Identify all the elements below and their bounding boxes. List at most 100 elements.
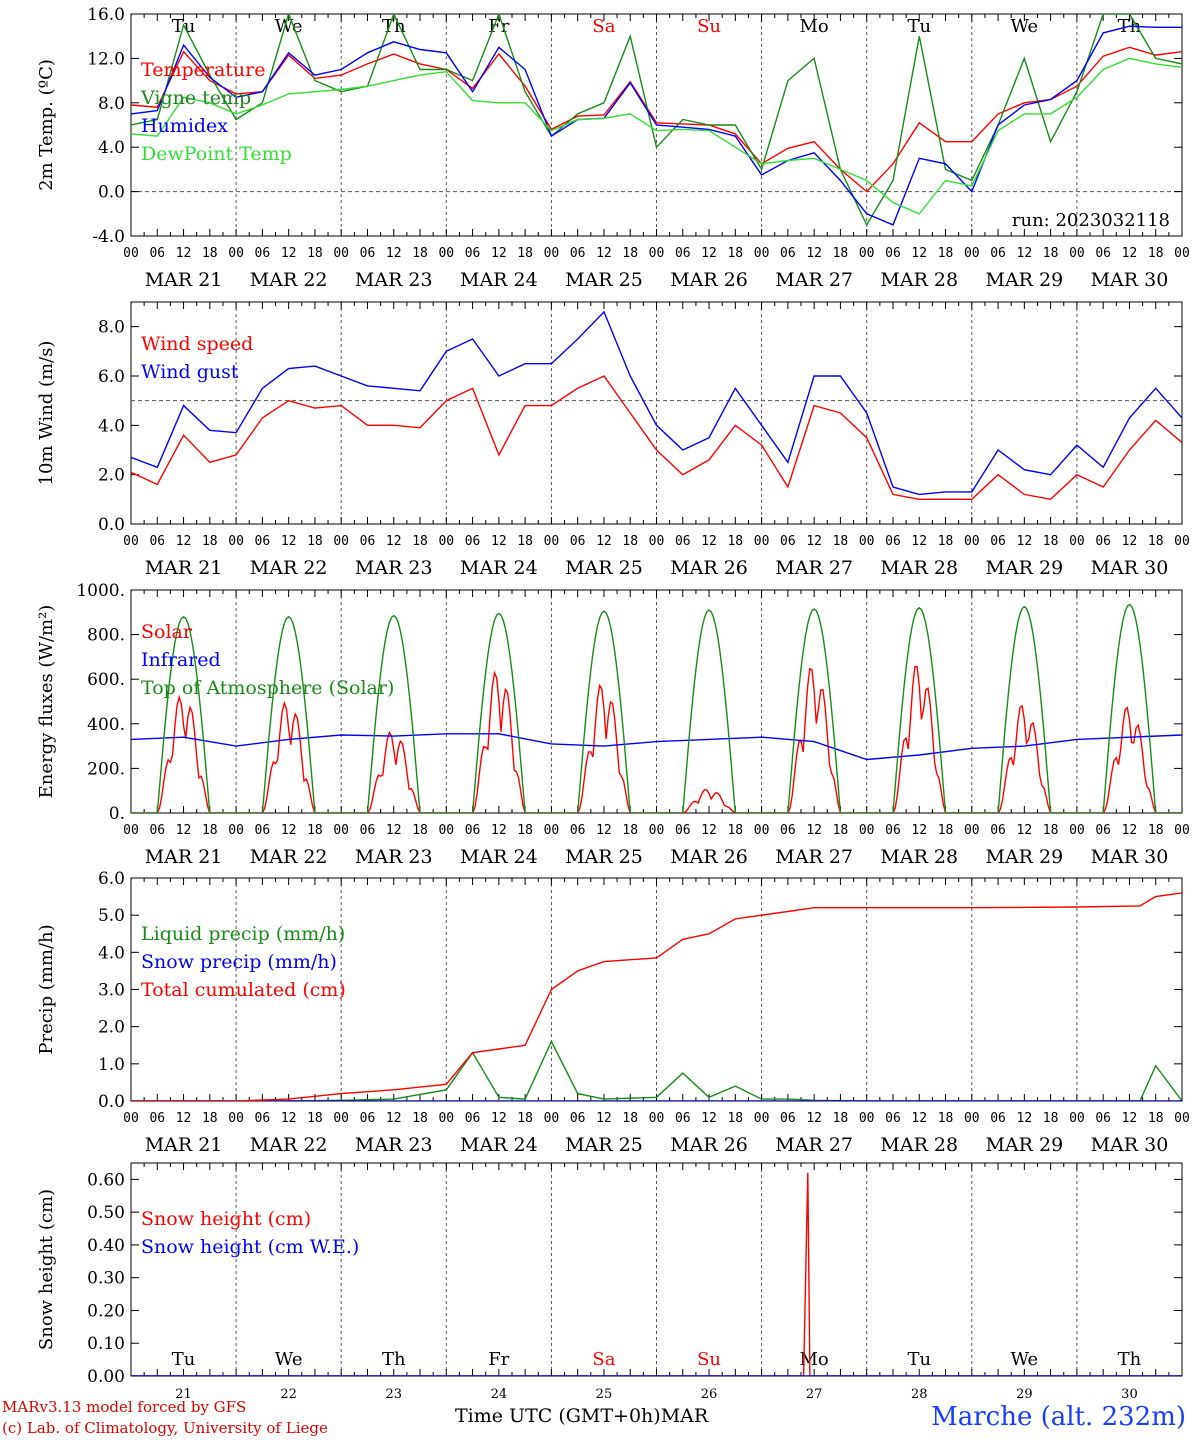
date-label: MAR 28 (880, 1134, 958, 1156)
hour-tick-label: 06 (570, 534, 586, 549)
hour-tick-label: 06 (360, 823, 376, 838)
y-tick-label: 1.0 (98, 1055, 125, 1075)
series-group (131, 14, 1182, 227)
hour-tick-label: 06 (149, 1111, 165, 1126)
hour-tick-label: 18 (1043, 534, 1059, 549)
y-tick-label: 2.0 (98, 1018, 125, 1038)
hour-tick-label: 12 (1017, 534, 1033, 549)
hour-tick-label: 18 (1148, 823, 1164, 838)
legend-entry: Snow precip (mm/h) (141, 951, 337, 973)
hour-tick-label: 00 (1174, 534, 1190, 549)
y-tick-label: 6.0 (98, 367, 125, 387)
hour-tick-label: 00 (438, 534, 454, 549)
hour-tick-label: 12 (596, 823, 612, 838)
date-label: MAR 26 (670, 1134, 748, 1156)
hour-tick-label: 18 (938, 534, 954, 549)
hour-tick-label: 12 (911, 823, 927, 838)
hour-tick-label: 18 (412, 823, 428, 838)
day-name-label: Th (382, 1349, 406, 1370)
date-label: MAR 21 (145, 846, 223, 868)
day-name-label: Th (382, 16, 406, 37)
hour-tick-label: 06 (885, 1111, 901, 1126)
hour-tick-label: 12 (491, 1111, 507, 1126)
y-tick-label: 0.40 (87, 1236, 125, 1256)
hour-tick-label: 12 (176, 246, 192, 261)
hour-tick-label: 18 (1043, 246, 1059, 261)
hour-tick-label: 00 (859, 1111, 875, 1126)
date-label: MAR 22 (250, 846, 328, 868)
date-label: MAR 22 (250, 269, 328, 291)
hour-tick-label: 18 (1148, 246, 1164, 261)
hour-tick-label: 00 (649, 1111, 665, 1126)
day-number-label: 27 (806, 1387, 823, 1402)
y-tick-label: 16.0 (87, 5, 125, 25)
day-number-label: 28 (911, 1387, 928, 1402)
chart-panel-1: -4.0 0.0 4.0 8.0 12.0 16.0 2m Temp. (ºC) 00 06 12… (36, 5, 1190, 291)
day-number-label: 24 (491, 1387, 508, 1402)
legend-entry: Infrared (141, 649, 221, 671)
day-name-label: Su (697, 16, 721, 37)
day-name-label: Sa (592, 16, 615, 37)
date-label: MAR 24 (460, 846, 538, 868)
hour-tick-label: 00 (228, 534, 244, 549)
series-group (131, 1172, 1182, 1376)
date-label: MAR 21 (145, 557, 223, 579)
hour-tick-label: 06 (675, 534, 691, 549)
hour-tick-label: 00 (754, 823, 770, 838)
day-name-label: We (1011, 1349, 1039, 1370)
day-number-label: 29 (1016, 1387, 1033, 1402)
hour-tick-label: 00 (754, 534, 770, 549)
hour-tick-label: 06 (360, 1111, 376, 1126)
date-label: MAR 27 (775, 846, 853, 868)
day-name-label: Tu (907, 16, 931, 37)
legend-entry: Temperature (141, 59, 265, 81)
date-label: MAR 23 (355, 557, 433, 579)
legend-entry: Snow height (cm W.E.) (141, 1236, 359, 1258)
hour-tick-label: 18 (517, 246, 533, 261)
y-tick-label: 200. (87, 759, 125, 779)
hour-tick-label: 00 (1069, 1111, 1085, 1126)
y-tick-label: 12.0 (87, 49, 125, 69)
hour-tick-label: 18 (1148, 1111, 1164, 1126)
hour-tick-label: 18 (622, 1111, 638, 1126)
day-number-label: 26 (701, 1387, 718, 1402)
hour-tick-label: 06 (149, 823, 165, 838)
y-tick-label: 5.0 (98, 906, 125, 926)
hour-tick-label: 18 (307, 1111, 323, 1126)
series-line-snow-height-cm- (131, 1172, 1182, 1376)
day-number-label: 22 (280, 1387, 297, 1402)
date-label: MAR 30 (1091, 846, 1169, 868)
legend-entry: Humidex (141, 115, 228, 137)
hour-tick-label: 00 (544, 1111, 560, 1126)
hour-tick-label: 00 (544, 534, 560, 549)
hour-tick-label: 06 (255, 1111, 271, 1126)
hour-tick-label: 12 (1017, 1111, 1033, 1126)
hour-tick-label: 12 (491, 823, 507, 838)
hour-tick-label: 06 (570, 1111, 586, 1126)
hour-tick-label: 00 (228, 1111, 244, 1126)
hour-tick-label: 00 (1174, 823, 1190, 838)
y-tick-label: 3.0 (98, 981, 125, 1001)
hour-tick-label: 00 (544, 823, 560, 838)
plot-frame (130, 589, 1183, 814)
hour-tick-label: 06 (465, 1111, 481, 1126)
hour-tick-label: 12 (491, 534, 507, 549)
day-number-label: 25 (596, 1387, 613, 1402)
hour-tick-label: 12 (596, 534, 612, 549)
hour-tick-label: 18 (622, 246, 638, 261)
hour-tick-label: 18 (622, 823, 638, 838)
day-name-label: Su (697, 1349, 721, 1370)
hour-tick-label: 00 (859, 823, 875, 838)
hour-tick-label: 18 (833, 534, 849, 549)
date-label: MAR 28 (880, 557, 958, 579)
hour-tick-label: 06 (149, 246, 165, 261)
date-label: MAR 25 (565, 557, 643, 579)
date-label: MAR 29 (985, 846, 1063, 868)
hour-tick-label: 12 (281, 1111, 297, 1126)
date-label: MAR 26 (670, 846, 748, 868)
hour-tick-label: 18 (833, 246, 849, 261)
hour-tick-label: 06 (1095, 534, 1111, 549)
hour-tick-label: 12 (176, 823, 192, 838)
hour-tick-label: 00 (1174, 246, 1190, 261)
hour-tick-label: 00 (333, 1111, 349, 1126)
